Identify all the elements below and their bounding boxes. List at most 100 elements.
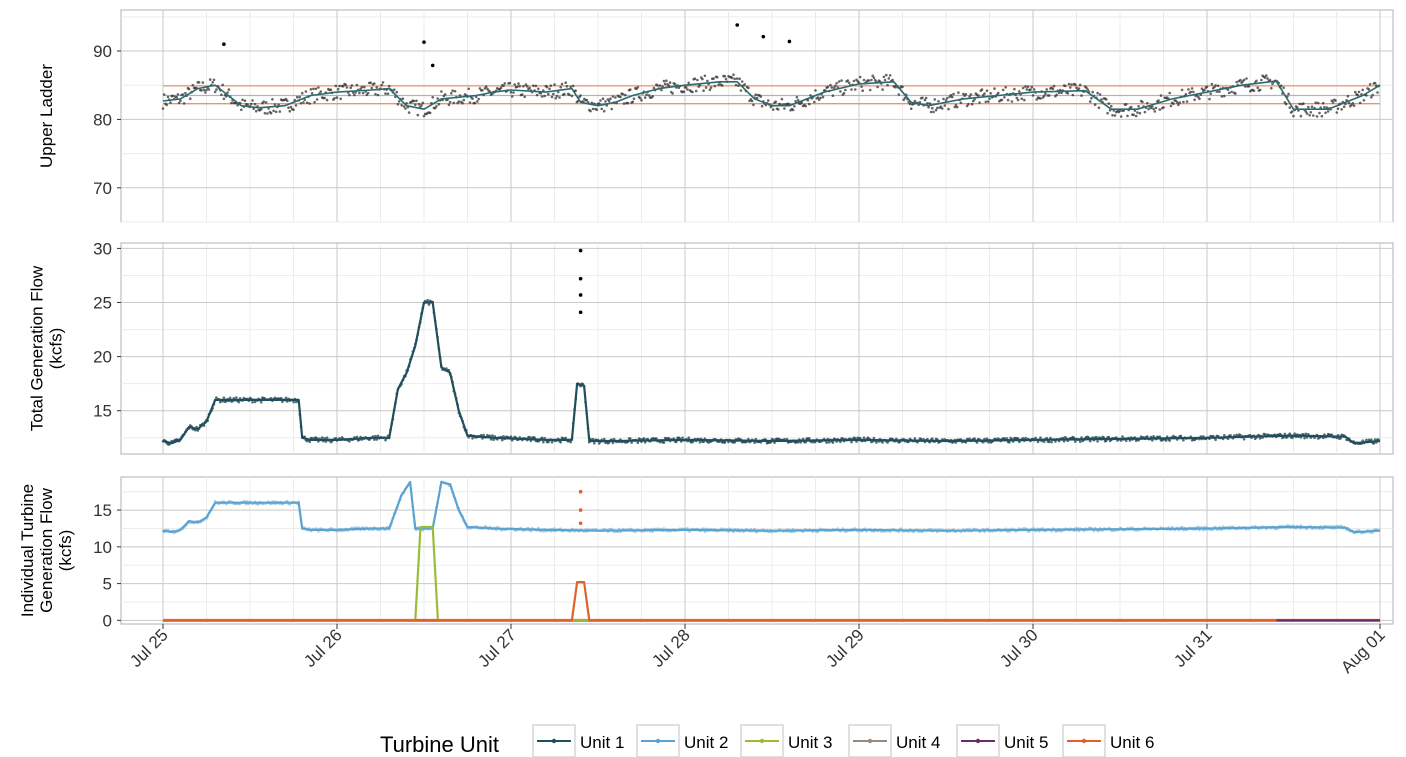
observation-dot [1179, 434, 1183, 438]
observation-dot [655, 437, 658, 440]
observation-dot [1342, 105, 1346, 108]
observation-dot [1316, 101, 1320, 105]
observation-dot [274, 110, 278, 114]
observation-dot [921, 96, 924, 100]
observation-dot [162, 93, 166, 96]
observation-dot [1258, 437, 1262, 440]
observation-dot [532, 84, 535, 87]
observation-dot [228, 396, 232, 400]
observation-dot [850, 88, 853, 91]
observation-dot [380, 83, 384, 87]
observation-dot [887, 77, 891, 80]
observation-dot [614, 96, 617, 99]
observation-dot [1031, 94, 1035, 97]
observation-dot [363, 85, 366, 89]
observation-dot [645, 93, 648, 96]
y-axis-title: Upper Ladder [37, 64, 56, 168]
observation-dot [830, 86, 833, 89]
observation-dot [942, 97, 945, 101]
observation-dot [1247, 84, 1251, 88]
observation-dot [303, 98, 307, 102]
observation-dot [636, 86, 640, 89]
y-tick-label: 15 [93, 402, 112, 421]
observation-dot [1321, 101, 1325, 105]
observation-dot [1361, 88, 1364, 92]
observation-dot [420, 104, 423, 107]
observation-dot [1066, 92, 1070, 95]
observation-dot [431, 96, 435, 99]
observation-dot [1129, 105, 1133, 109]
observation-dot [1069, 86, 1072, 89]
observation-dot [1368, 83, 1372, 86]
y-tick-label: 5 [103, 575, 112, 594]
observation-dot [1086, 88, 1089, 91]
observation-dot [222, 396, 226, 400]
panel-frame [120, 242, 1394, 455]
observation-dot [222, 97, 226, 101]
observation-dot [355, 435, 359, 439]
observation-dot [1080, 94, 1083, 97]
observation-dot [611, 95, 615, 98]
observation-dot [559, 441, 562, 444]
observation-dot [1172, 102, 1175, 105]
observation-dot [1023, 98, 1026, 102]
observation-dot [793, 105, 796, 108]
observation-dot [723, 441, 727, 444]
observation-dot [780, 97, 784, 101]
observation-dot [934, 108, 938, 112]
x-tick-label: Jul 30 [996, 625, 1042, 671]
observation-dot [658, 84, 662, 87]
observation-dot [589, 109, 592, 113]
observation-dot [264, 101, 268, 104]
observation-dot [1214, 84, 1217, 87]
observation-dot [1177, 103, 1180, 106]
observation-dot [1091, 90, 1094, 94]
legend-entry: Unit 4 [848, 724, 940, 757]
observation-dot [1036, 440, 1040, 444]
observation-dot [548, 87, 551, 91]
observation-dot [604, 100, 607, 103]
legend: Turbine Unit Unit 1 Unit 2 Unit 3 Unit 4 Uni… [380, 724, 1154, 757]
observation-dot [1035, 98, 1038, 101]
observation-dot [854, 88, 857, 91]
observation-dot [1078, 440, 1082, 444]
legend-keys: Unit 1 Unit 2 Unit 3 Unit 4 Unit 5 Unit 6 [532, 724, 1154, 757]
observation-dot [476, 100, 479, 103]
observation-dot [1098, 93, 1102, 96]
observation-dot [1050, 440, 1053, 444]
observation-dot [929, 110, 933, 114]
observation-dot [1005, 437, 1009, 440]
observation-dot [663, 82, 667, 86]
observation-dot [1209, 92, 1212, 95]
observation-dot [1295, 106, 1299, 109]
observation-dot [1020, 97, 1024, 100]
observation-dot [832, 86, 836, 90]
observation-dot [651, 95, 654, 98]
y-tick-label: 0 [103, 611, 112, 630]
observation-dot [987, 100, 990, 103]
observation-dot [795, 95, 799, 99]
observation-dot [1279, 84, 1283, 87]
observation-dot [1305, 112, 1309, 115]
observation-dot [709, 86, 713, 89]
observation-dot [1189, 90, 1193, 94]
observation-dot [375, 86, 379, 89]
observation-dot [314, 87, 318, 91]
observation-dot [251, 99, 254, 102]
observation-dot [437, 102, 441, 106]
observation-dot [886, 83, 889, 87]
observation-dot [985, 437, 989, 441]
observation-dot [1218, 90, 1221, 93]
observation-dot [622, 102, 626, 105]
observation-dot [640, 99, 643, 102]
observation-dot [721, 84, 724, 87]
x-tick-label: Jul 29 [822, 625, 868, 671]
observation-dot [457, 100, 461, 103]
legend-key-dot [975, 738, 981, 744]
observation-dot [1178, 101, 1181, 104]
observation-dot [304, 90, 308, 93]
observation-dot [1235, 80, 1238, 84]
legend-title: Turbine Unit [380, 732, 499, 757]
observation-dot [872, 76, 876, 80]
observation-dot [510, 95, 514, 98]
